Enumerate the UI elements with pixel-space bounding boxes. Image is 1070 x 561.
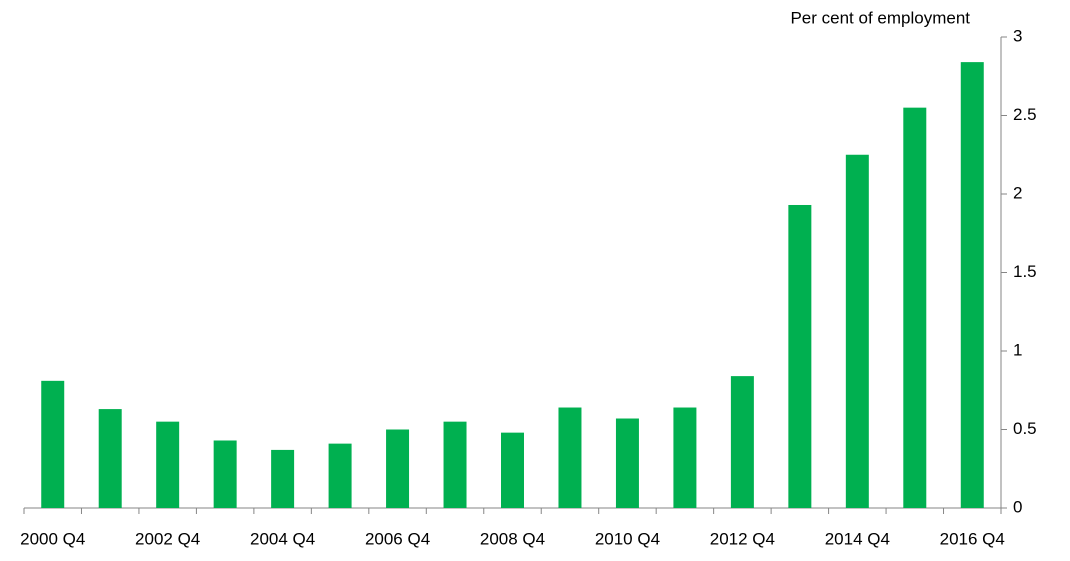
bar xyxy=(328,443,352,508)
bar xyxy=(386,429,410,508)
y-tick-label: 2.5 xyxy=(1013,105,1037,124)
x-tick-label: 2010 Q4 xyxy=(595,529,660,548)
y-tick-label: 2 xyxy=(1013,183,1022,202)
y-tick-label: 1.5 xyxy=(1013,262,1037,281)
bar xyxy=(960,62,984,509)
y-tick-label: 3 xyxy=(1013,26,1022,45)
x-tick-label: 2014 Q4 xyxy=(825,529,890,548)
x-tick-label: 2006 Q4 xyxy=(365,529,430,548)
bar xyxy=(213,440,237,508)
bar xyxy=(615,418,639,508)
bar xyxy=(41,380,65,508)
bar xyxy=(673,407,697,508)
y-tick-label: 0.5 xyxy=(1013,419,1037,438)
bar xyxy=(730,376,754,508)
bar xyxy=(156,421,180,508)
x-tick-label: 2000 Q4 xyxy=(20,529,85,548)
x-tick-label: 2008 Q4 xyxy=(480,529,545,548)
bar xyxy=(788,204,812,509)
x-tick-label: 2004 Q4 xyxy=(250,529,315,548)
bar xyxy=(443,421,467,508)
bar xyxy=(558,407,582,508)
bar xyxy=(903,107,927,509)
x-tick-label: 2012 Q4 xyxy=(710,529,775,548)
y-axis-title: Per cent of employment xyxy=(790,8,970,27)
bar xyxy=(501,432,524,508)
y-tick-label: 0 xyxy=(1013,497,1022,516)
x-tick-label: 2016 Q4 xyxy=(940,529,1005,548)
y-tick-label: 1 xyxy=(1013,340,1022,359)
bar xyxy=(98,409,122,508)
bar xyxy=(271,449,295,508)
bar xyxy=(845,154,869,508)
x-tick-label: 2002 Q4 xyxy=(135,529,200,548)
